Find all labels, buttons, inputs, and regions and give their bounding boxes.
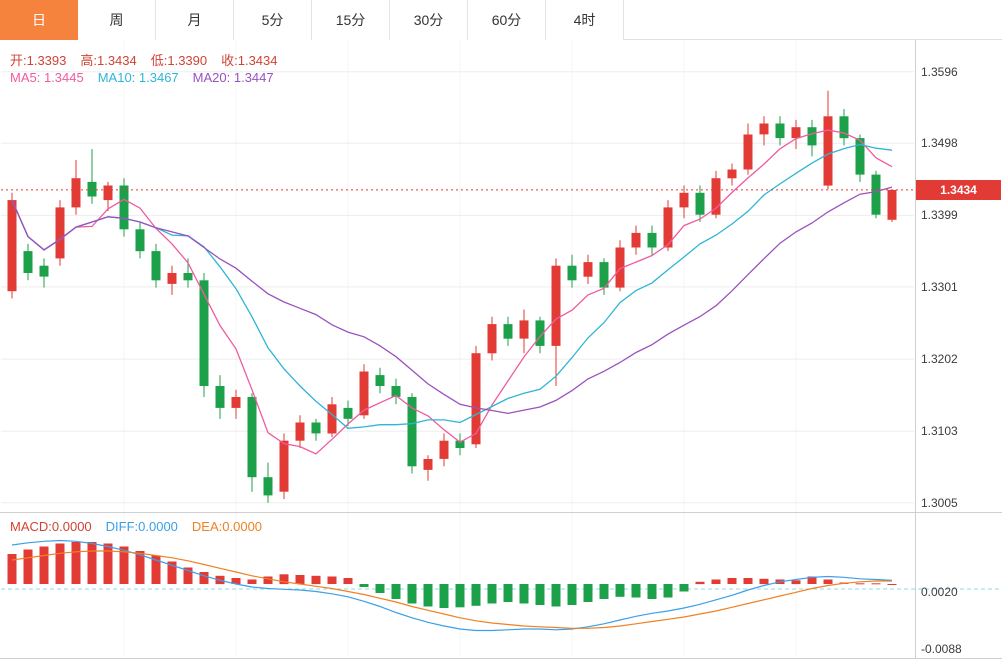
price-axis-label: 1.3202 xyxy=(921,352,958,367)
ohlc-low: 低:1.3390 xyxy=(150,53,208,68)
ma-legend: MA5: 1.3445 MA10: 1.3467 MA20: 1.3447 xyxy=(10,70,274,85)
price-axis-label: 1.3596 xyxy=(921,64,958,79)
price-axis-label: 1.3005 xyxy=(921,495,958,510)
macd-axis-label: 0.0020 xyxy=(921,585,958,599)
ma10-legend: MA10: 1.3467 xyxy=(97,70,179,85)
tab-4时[interactable]: 4时 xyxy=(546,0,624,40)
ohlc-high: 高:1.3434 xyxy=(80,53,137,68)
macd-legend: MACD:0.0000 DIFF:0.0000 DEA:0.0000 xyxy=(10,519,262,534)
macd-axis-label: -0.0088 xyxy=(921,642,962,656)
price-axis-label: 1.3301 xyxy=(921,279,958,294)
tab-周[interactable]: 周 xyxy=(78,0,156,40)
ma20-legend: MA20: 1.3447 xyxy=(192,70,274,85)
ohlc-open: 开:1.3393 xyxy=(10,53,67,68)
timeframe-tabbar: 日周月 5分 15分 30分 60分 4时 xyxy=(0,0,1002,40)
ma5-legend: MA5: 1.3445 xyxy=(10,70,84,85)
dea-legend-value: DEA:0.0000 xyxy=(191,519,263,534)
tab-15分[interactable]: 15分 xyxy=(312,0,390,40)
ohlc-legend: 开:1.3393 高:1.3434 低:1.3390 收:1.3434 xyxy=(10,50,278,69)
diff-legend-value: DIFF:0.0000 xyxy=(105,519,178,534)
tab-日[interactable]: 日 xyxy=(0,0,78,40)
current-price-badge: 1.3434 xyxy=(916,179,1001,200)
price-axis-label: 1.3103 xyxy=(921,424,958,439)
price-axis-label: 1.3399 xyxy=(921,208,958,223)
tab-30分[interactable]: 30分 xyxy=(390,0,468,40)
macd-legend-value: MACD:0.0000 xyxy=(10,519,92,534)
tab-60分[interactable]: 60分 xyxy=(468,0,546,40)
ohlc-close: 收:1.3434 xyxy=(221,53,278,68)
tab-5分[interactable]: 5分 xyxy=(234,0,312,40)
tab-月[interactable]: 月 xyxy=(156,0,234,40)
price-axis-label: 1.3498 xyxy=(921,136,958,151)
